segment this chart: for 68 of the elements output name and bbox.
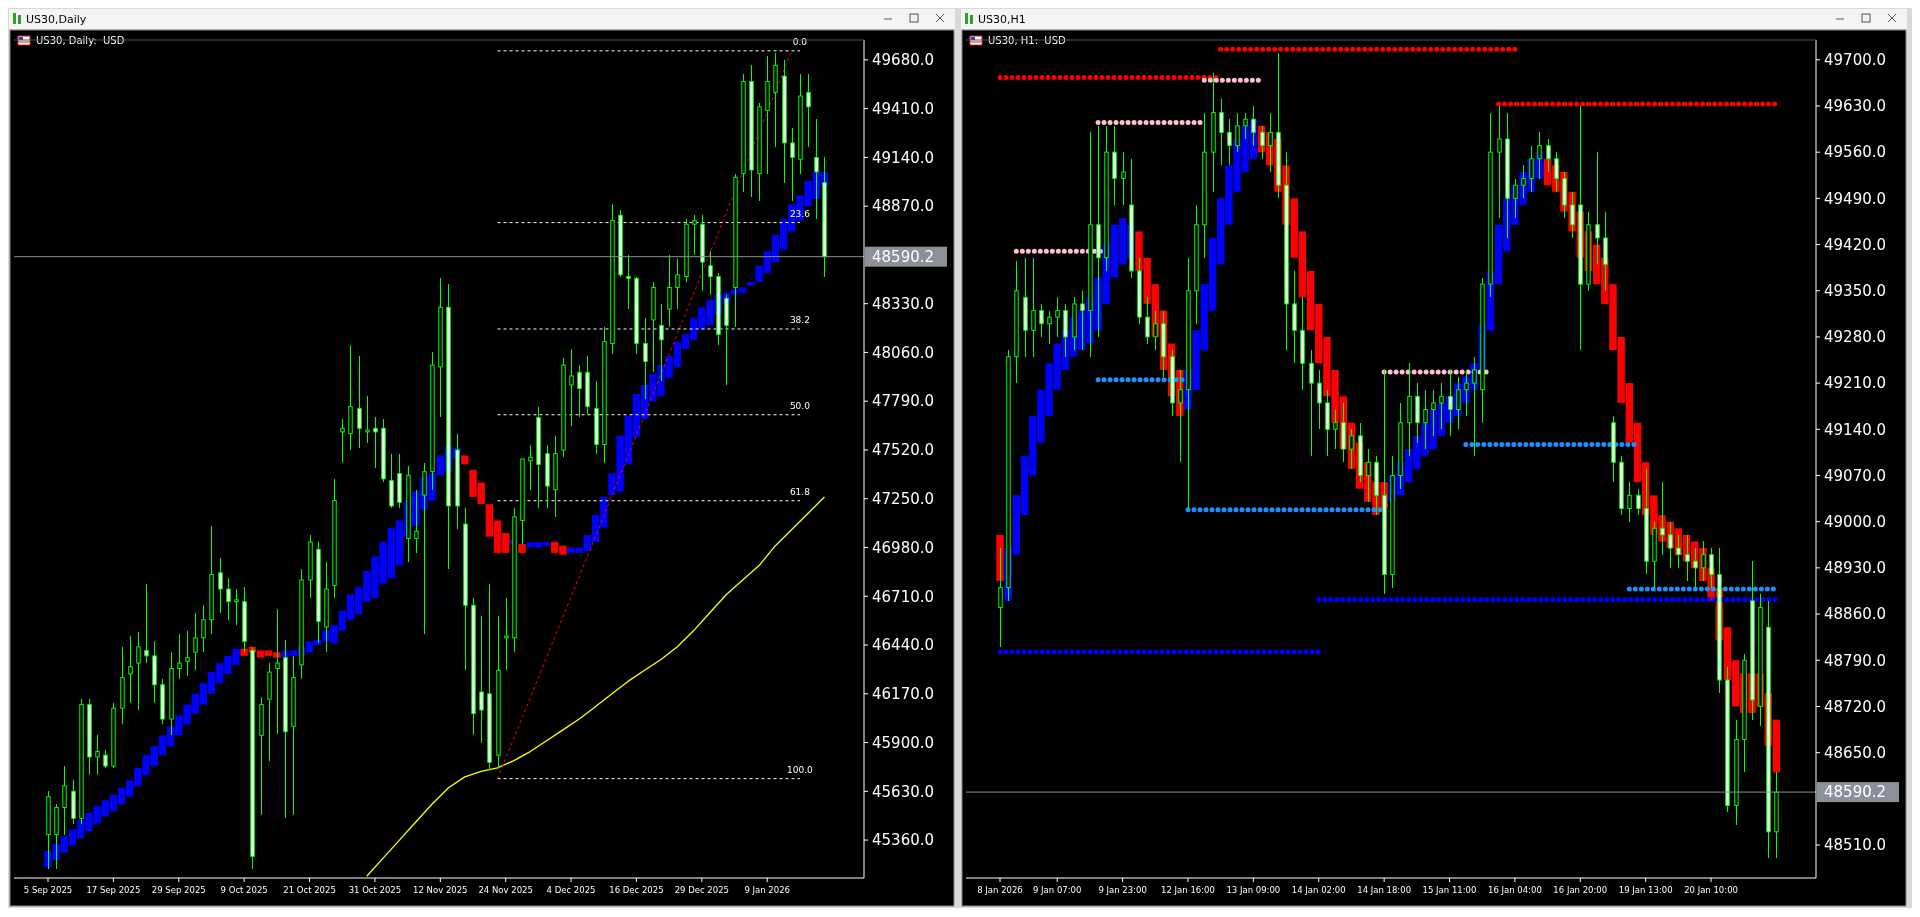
x-tick-label: 9 Jan 2026 [744, 885, 790, 895]
x-tick-label: 14 Jan 02:00 [1291, 885, 1346, 895]
chart-subtitle: US30, H1: USD [988, 35, 1067, 46]
y-tick-label: 47520.0 [872, 441, 935, 460]
y-tick-label: 46710.0 [872, 587, 935, 606]
y-tick-label: 48060.0 [872, 343, 935, 362]
y-tick-label: 45630.0 [872, 782, 935, 801]
x-tick-label: 19 Jan 13:00 [1618, 885, 1673, 895]
y-tick-label: 48720.0 [1824, 697, 1887, 716]
y-tick-label: 49140.0 [872, 148, 935, 167]
y-tick-label: 46170.0 [872, 685, 935, 704]
x-tick-label: 21 Oct 2025 [283, 885, 336, 895]
ref-line-label: 48590.2 [872, 247, 935, 266]
y-tick-label: 49680.0 [872, 51, 935, 70]
y-tick-label: 49630.0 [1824, 97, 1887, 116]
chart-subtitle: US30, Daily: USD [36, 35, 125, 46]
x-tick-label: 13 Jan 09:00 [1226, 885, 1281, 895]
x-tick-label: 9 Jan 23:00 [1098, 885, 1147, 895]
x-tick-label: 16 Jan 04:00 [1487, 885, 1542, 895]
y-tick-label: 49700.0 [1824, 51, 1887, 70]
x-tick-label: 16 Dec 2025 [609, 885, 664, 895]
x-tick-label: 14 Jan 18:00 [1357, 885, 1412, 895]
annotation: 0.0 [792, 36, 808, 47]
y-tick-label: 49350.0 [1824, 281, 1887, 300]
x-tick-label: 17 Sep 2025 [86, 885, 141, 895]
y-tick-label: 47790.0 [872, 392, 935, 411]
x-tick-label: 29 Sep 2025 [151, 885, 206, 895]
x-tick-label: 31 Oct 2025 [348, 885, 402, 895]
y-tick-label: 48330.0 [872, 294, 935, 313]
ref-line-label: 48590.2 [1824, 783, 1887, 802]
y-tick-label: 48860.0 [1824, 605, 1887, 624]
y-tick-label: 48650.0 [1824, 743, 1887, 762]
y-tick-label: 49490.0 [1824, 189, 1887, 208]
y-tick-label: 49280.0 [1824, 328, 1887, 347]
x-tick-label: 12 Jan 16:00 [1161, 885, 1215, 895]
chart-title: US30,Daily [26, 13, 87, 26]
y-tick-label: 48930.0 [1824, 559, 1887, 578]
y-tick-label: 49000.0 [1824, 512, 1887, 531]
x-tick-label: 4 Dec 2025 [546, 885, 596, 895]
x-tick-label: 12 Nov 2025 [413, 885, 468, 895]
y-tick-label: 49140.0 [1824, 420, 1887, 439]
chart-title: US30,H1 [978, 13, 1026, 26]
y-tick-label: 46440.0 [872, 636, 935, 655]
x-tick-label: 9 Jan 07:00 [1033, 885, 1082, 895]
y-tick-label: 49070.0 [1824, 466, 1887, 485]
y-tick-label: 49410.0 [872, 99, 935, 118]
x-tick-label: 8 Jan 2026 [977, 885, 1023, 895]
x-tick-label: 5 Sep 2025 [23, 885, 73, 895]
x-tick-label: 9 Oct 2025 [220, 885, 268, 895]
y-tick-label: 49560.0 [1824, 143, 1887, 162]
y-tick-label: 46980.0 [872, 538, 935, 557]
y-tick-label: 45900.0 [872, 733, 935, 752]
annotation: 61.8 [789, 486, 811, 497]
x-tick-label: 29 Dec 2025 [674, 885, 729, 895]
y-tick-label: 49210.0 [1824, 374, 1887, 393]
annotation: 38.2 [789, 314, 810, 325]
annotation: 100.0 [787, 764, 814, 775]
y-tick-label: 48790.0 [1824, 651, 1887, 670]
y-tick-label: 45360.0 [872, 831, 935, 850]
x-tick-label: 24 Nov 2025 [478, 885, 533, 895]
y-tick-label: 47250.0 [872, 489, 935, 508]
x-tick-label: 20 Jan 10:00 [1684, 885, 1738, 895]
x-tick-label: 15 Jan 11:00 [1422, 885, 1477, 895]
y-tick-label: 48510.0 [1824, 836, 1887, 855]
y-tick-label: 48870.0 [872, 197, 935, 216]
y-tick-label: 49420.0 [1824, 235, 1887, 254]
x-tick-label: 16 Jan 20:00 [1553, 885, 1608, 895]
annotation: 50.0 [789, 400, 811, 411]
